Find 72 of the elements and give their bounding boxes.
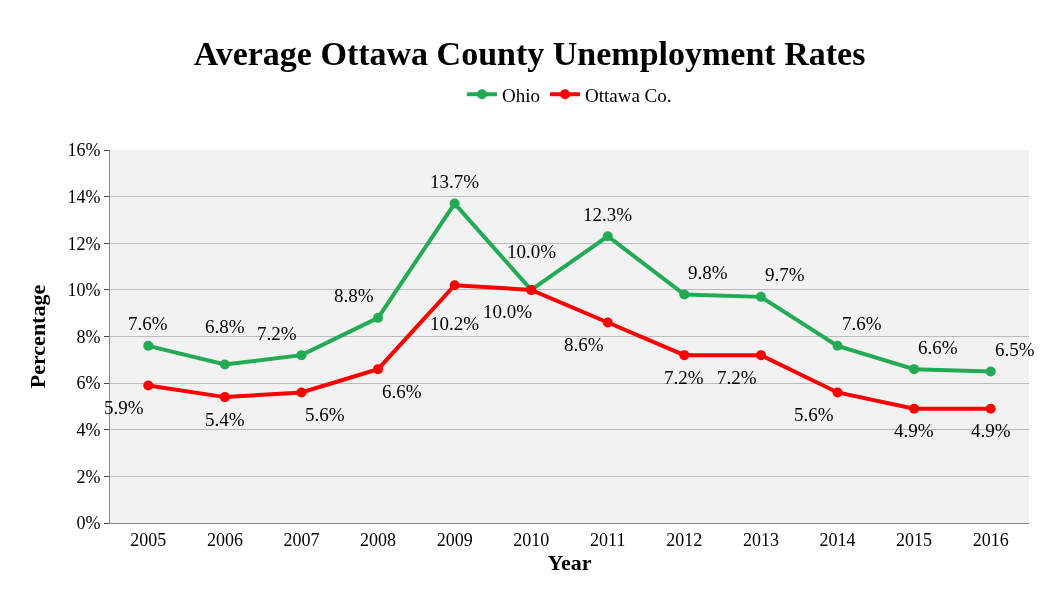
point — [219, 359, 230, 370]
y-tick-label: 4% — [76, 420, 101, 441]
legend-label: Ohio — [502, 84, 540, 106]
point — [602, 317, 613, 328]
point — [679, 289, 690, 300]
y-tick-label: 10% — [67, 280, 101, 301]
data-label: 8.6% — [564, 334, 604, 355]
point — [602, 231, 613, 242]
point — [755, 291, 766, 302]
point — [373, 364, 384, 375]
data-label: 8.8% — [334, 285, 374, 306]
data-label: 5.4% — [205, 409, 245, 430]
data-label: 13.7% — [430, 171, 480, 192]
data-label: 10.0% — [507, 241, 557, 262]
y-axis-title: Percentage — [25, 284, 51, 389]
y-tick-label: 8% — [76, 326, 101, 347]
x-tick-label: 2010 — [513, 529, 550, 550]
x-axis-title: Year — [547, 549, 592, 575]
x-tick-label: 2014 — [819, 529, 856, 550]
x-tick-label: 2009 — [436, 529, 473, 550]
data-label: 7.2% — [664, 367, 704, 388]
data-label: 5.6% — [305, 404, 345, 425]
point — [296, 387, 307, 398]
x-tick-label: 2008 — [360, 529, 397, 550]
point — [143, 340, 154, 351]
x-tick-label: 2015 — [896, 529, 933, 550]
data-label: 10.0% — [483, 301, 533, 322]
chart-title: Average Ottawa County Unemployment Rates — [193, 35, 866, 73]
point — [985, 366, 996, 377]
y-tick-label: 16% — [67, 140, 101, 161]
data-label: 12.3% — [583, 204, 633, 225]
data-label: 7.2% — [717, 367, 757, 388]
data-label: 7.6% — [128, 313, 168, 334]
data-label: 5.6% — [794, 404, 834, 425]
point — [219, 392, 230, 403]
data-label: 6.6% — [918, 337, 958, 358]
data-label: 9.8% — [688, 262, 728, 283]
x-tick-label: 2013 — [742, 529, 779, 550]
data-label: 6.6% — [382, 381, 422, 402]
y-tick-label: 2% — [76, 466, 101, 487]
point — [449, 280, 460, 291]
x-tick-label: 2005 — [130, 529, 167, 550]
x-tick-label: 2012 — [666, 529, 703, 550]
data-label: 5.9% — [104, 397, 144, 418]
data-label: 10.2% — [430, 313, 480, 334]
x-tick-label: 2006 — [206, 529, 243, 550]
x-tick-label: 2016 — [972, 529, 1009, 550]
data-label: 9.7% — [765, 264, 805, 285]
point — [679, 350, 690, 361]
point — [909, 364, 920, 375]
x-tick-label: 2011 — [590, 529, 626, 550]
point — [985, 403, 996, 414]
point — [143, 380, 154, 391]
point — [449, 198, 460, 209]
y-tick-label: 12% — [67, 233, 101, 254]
y-tick-label: 0% — [76, 513, 101, 534]
point — [373, 312, 384, 323]
data-label: 4.9% — [971, 420, 1011, 441]
x-tick-label: 2007 — [283, 529, 320, 550]
y-tick-label: 14% — [67, 186, 101, 207]
point — [909, 403, 920, 414]
data-label: 4.9% — [894, 420, 934, 441]
point — [832, 387, 843, 398]
point — [832, 340, 843, 351]
data-label: 7.2% — [257, 323, 297, 344]
point — [296, 350, 307, 361]
data-label: 7.6% — [842, 313, 882, 334]
data-label: 6.8% — [205, 316, 245, 337]
data-label: 6.5% — [995, 339, 1035, 360]
point — [755, 350, 766, 361]
y-tick-label: 6% — [76, 373, 101, 394]
legend-label: Ottawa Co. — [585, 84, 672, 106]
